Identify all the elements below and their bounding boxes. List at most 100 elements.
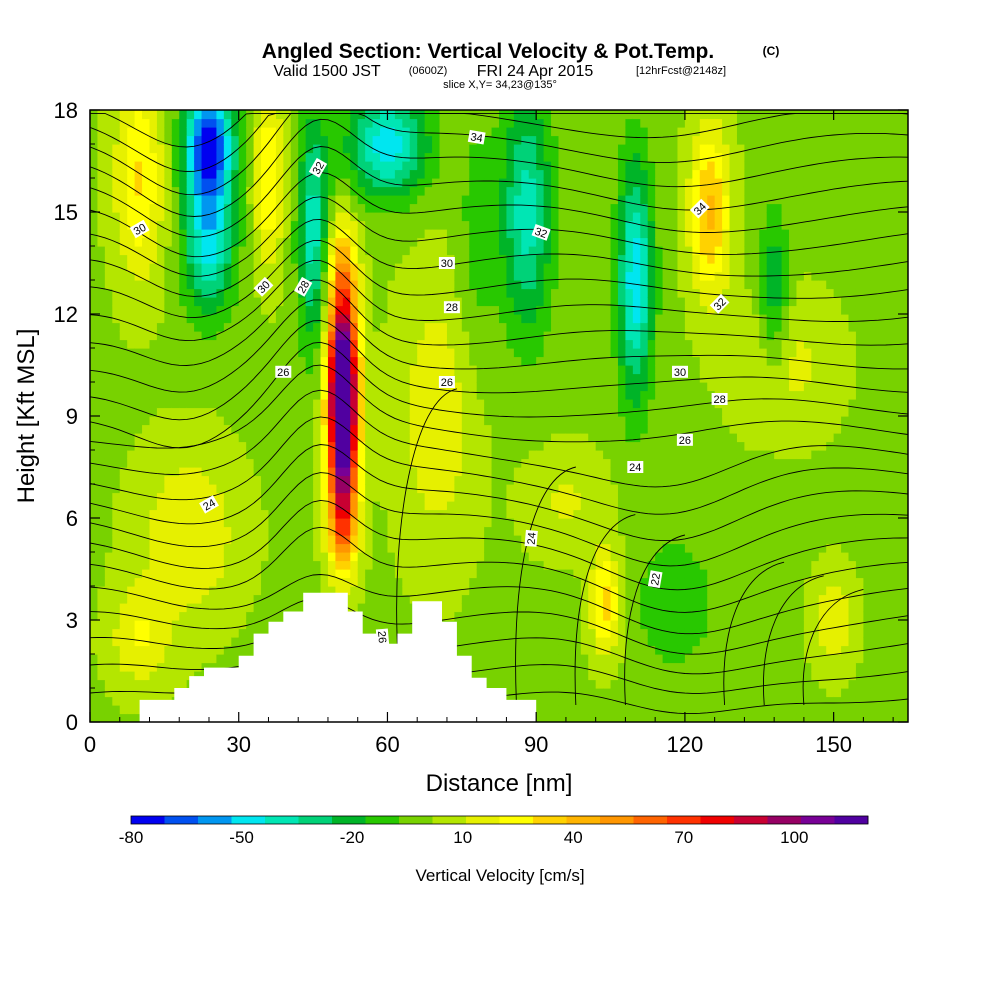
velocity-cell bbox=[268, 203, 277, 213]
velocity-cell bbox=[551, 509, 560, 519]
velocity-cell bbox=[588, 696, 597, 706]
velocity-cell bbox=[350, 467, 359, 477]
velocity-cell bbox=[335, 492, 344, 502]
velocity-cell bbox=[513, 586, 522, 596]
velocity-cell bbox=[90, 178, 99, 188]
velocity-cell bbox=[573, 195, 582, 205]
velocity-cell bbox=[208, 390, 218, 400]
velocity-cell bbox=[305, 535, 314, 545]
velocity-cell bbox=[142, 433, 151, 443]
velocity-cell bbox=[305, 492, 314, 502]
velocity-cell bbox=[246, 339, 255, 349]
velocity-cell bbox=[290, 127, 299, 137]
velocity-cell bbox=[528, 203, 537, 213]
velocity-cell bbox=[394, 365, 403, 375]
velocity-cell bbox=[454, 390, 463, 400]
velocity-cell bbox=[261, 144, 270, 154]
velocity-cell bbox=[186, 484, 195, 494]
velocity-cell bbox=[461, 475, 470, 485]
velocity-cell bbox=[357, 492, 366, 502]
velocity-cell bbox=[283, 322, 292, 332]
velocity-cell bbox=[156, 679, 165, 689]
velocity-cell bbox=[417, 271, 426, 281]
velocity-cell bbox=[424, 297, 433, 307]
velocity-cell bbox=[223, 645, 232, 655]
velocity-cell bbox=[179, 297, 188, 307]
velocity-cell bbox=[573, 110, 582, 120]
velocity-cell bbox=[432, 246, 441, 256]
velocity-cell bbox=[164, 305, 173, 315]
velocity-cell bbox=[409, 390, 418, 400]
velocity-cell bbox=[320, 560, 329, 570]
velocity-cell bbox=[380, 331, 389, 341]
velocity-cell bbox=[208, 603, 218, 613]
velocity-cell bbox=[536, 399, 545, 409]
velocity-cell bbox=[208, 152, 218, 162]
velocity-cell bbox=[246, 195, 255, 205]
velocity-cell bbox=[580, 594, 589, 604]
velocity-cell bbox=[469, 212, 478, 222]
velocity-cell bbox=[521, 671, 530, 681]
velocity-cell bbox=[387, 484, 396, 494]
velocity-cell bbox=[543, 254, 552, 264]
velocity-cell bbox=[112, 552, 121, 562]
velocity-cell bbox=[432, 586, 441, 596]
velocity-cell bbox=[283, 195, 292, 205]
velocity-cell bbox=[476, 662, 485, 672]
velocity-cell bbox=[521, 263, 530, 273]
velocity-cell bbox=[402, 526, 411, 536]
velocity-cell bbox=[424, 195, 433, 205]
velocity-cell bbox=[320, 569, 329, 579]
velocity-cell bbox=[335, 152, 344, 162]
velocity-cell bbox=[119, 127, 128, 137]
velocity-cell bbox=[253, 271, 262, 281]
velocity-cell bbox=[186, 305, 195, 315]
velocity-cell bbox=[476, 365, 485, 375]
velocity-cell bbox=[238, 118, 247, 128]
velocity-cell bbox=[595, 305, 604, 315]
velocity-cell bbox=[231, 229, 240, 239]
velocity-cell bbox=[588, 628, 597, 638]
velocity-cell bbox=[439, 390, 448, 400]
velocity-cell bbox=[402, 212, 411, 222]
velocity-cell bbox=[513, 399, 522, 409]
velocity-cell bbox=[231, 339, 240, 349]
velocity-cell bbox=[536, 390, 545, 400]
velocity-cell bbox=[112, 594, 121, 604]
velocity-cell bbox=[565, 118, 574, 128]
velocity-cell bbox=[201, 203, 210, 213]
velocity-cell bbox=[461, 509, 470, 519]
velocity-cell bbox=[320, 246, 329, 256]
velocity-cell bbox=[499, 305, 508, 315]
velocity-cell bbox=[528, 288, 537, 298]
velocity-cell bbox=[446, 271, 455, 281]
velocity-cell bbox=[246, 322, 255, 332]
velocity-cell bbox=[119, 220, 128, 230]
velocity-cell bbox=[365, 467, 374, 477]
velocity-cell bbox=[134, 705, 143, 715]
velocity-cell bbox=[499, 186, 508, 196]
velocity-cell bbox=[469, 645, 478, 655]
velocity-cell bbox=[112, 339, 121, 349]
velocity-cell bbox=[335, 552, 344, 562]
velocity-cell bbox=[268, 560, 277, 570]
velocity-cell bbox=[104, 365, 113, 375]
velocity-cell bbox=[588, 645, 597, 655]
velocity-cell bbox=[327, 424, 336, 434]
velocity-cell bbox=[565, 203, 574, 213]
velocity-cell bbox=[305, 271, 314, 281]
velocity-cell bbox=[476, 501, 485, 511]
velocity-cell bbox=[409, 399, 418, 409]
velocity-cell bbox=[513, 535, 522, 545]
velocity-cell bbox=[424, 594, 433, 604]
velocity-cell bbox=[543, 611, 552, 621]
velocity-cell bbox=[223, 535, 232, 545]
velocity-cell bbox=[543, 628, 552, 638]
velocity-cell bbox=[365, 424, 374, 434]
velocity-cell bbox=[536, 594, 545, 604]
velocity-cell bbox=[543, 713, 552, 722]
velocity-cell bbox=[454, 586, 463, 596]
velocity-cell bbox=[283, 467, 292, 477]
velocity-cell bbox=[112, 314, 121, 324]
velocity-cell bbox=[357, 475, 366, 485]
